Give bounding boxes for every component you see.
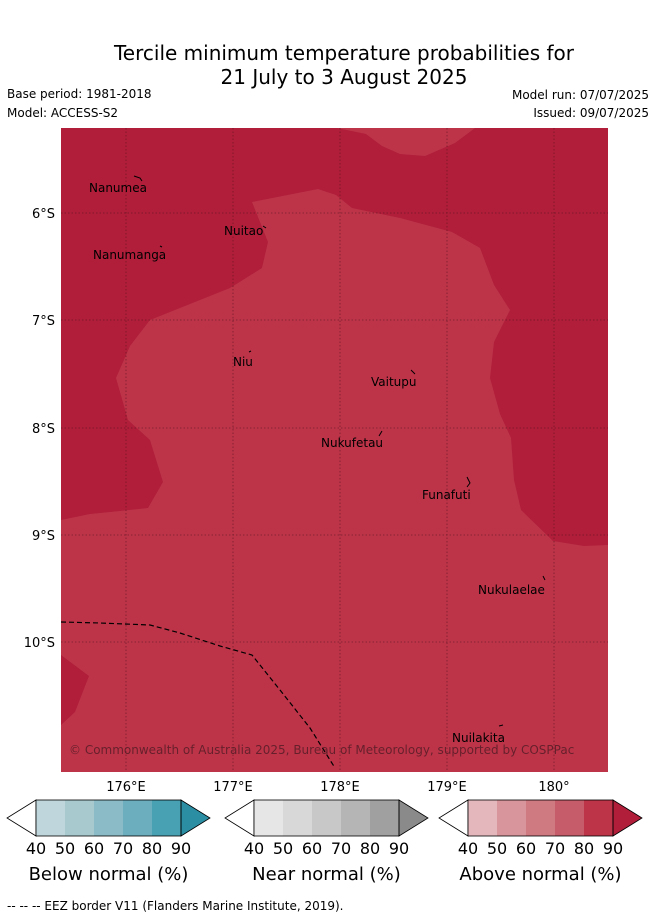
below-normal-tick-label: 70 [113, 839, 133, 858]
eez-footnote: -- -- -- EEZ border V11 (Flanders Marine… [7, 899, 344, 913]
place-label: Nuilakita [452, 731, 505, 745]
model-name: Model: ACCESS-S2 [7, 106, 119, 120]
island-nanumea-shape [133, 175, 143, 182]
lon-label: 178°E [320, 780, 360, 795]
island-vaitupu-shape [410, 369, 416, 375]
below-normal-tick-label: 60 [84, 839, 104, 858]
lat-label: 6°S [32, 207, 55, 222]
above-normal-tick-label: 90 [603, 839, 623, 858]
issued-date: Issued: 09/07/2025 [533, 106, 649, 120]
place-label: Niu [233, 355, 253, 369]
island-funafuti-shape [466, 476, 471, 488]
island-nanumanga-shape [159, 245, 163, 248]
above-normal-colorbar: 40 50 60 70 80 90 Above normal (%) [438, 799, 643, 885]
near-normal-colorbar: 40 50 60 70 80 90 Near normal (%) [224, 799, 429, 885]
below-normal-caption: Below normal (%) [29, 864, 189, 885]
lat-label: 8°S [32, 422, 55, 437]
above-normal-swatch [526, 800, 555, 836]
lon-label: 177°E [213, 780, 253, 795]
eez-border [61, 621, 336, 769]
below-normal-tick-label: 90 [171, 839, 191, 858]
island-nuitao-shape [262, 225, 267, 229]
lat-label: 7°S [32, 314, 55, 329]
place-label: Nukufetau [321, 436, 383, 450]
above-normal-tick-label: 50 [487, 839, 507, 858]
lat-label: 9°S [32, 529, 55, 544]
islands [133, 175, 546, 727]
near-normal-extend-high [398, 799, 429, 837]
above-normal-extend-high [612, 799, 643, 837]
near-normal-extend-low [224, 799, 255, 837]
above-normal-swatch [468, 800, 497, 836]
lon-label: 179°E [427, 780, 467, 795]
below-normal-tick-label: 40 [26, 839, 46, 858]
below-normal-tick-label: 80 [142, 839, 162, 858]
colorbar-legends: 40 50 60 70 80 90 Below normal (%) 40 50 60 70 80 90… [6, 799, 643, 885]
above-normal-extend-low [438, 799, 469, 837]
below-normal-extend-high [180, 799, 211, 837]
place-label: Nanumea [89, 181, 147, 195]
near-normal-tick-label: 50 [273, 839, 293, 858]
below-normal-swatch [36, 800, 65, 836]
island-nukufetau-shape [378, 430, 383, 437]
place-label: Vaitupu [371, 375, 417, 389]
copyright-notice: © Commonwealth of Australia 2025, Bureau… [69, 743, 574, 757]
near-normal-swatch [370, 800, 399, 836]
place-label: Nukulaelae [478, 583, 545, 597]
below-normal-extend-low [6, 799, 37, 837]
near-normal-swatch [312, 800, 341, 836]
near-normal-tick-label: 60 [302, 839, 322, 858]
island-nukulaelae-shape [542, 575, 546, 581]
near-normal-tick-label: 90 [389, 839, 409, 858]
above-normal-outline [467, 799, 614, 837]
below-normal-outline [35, 799, 182, 837]
place-labels: Nanumea Nuitao Nanumanga Niu Vaitupu Nuk… [89, 181, 545, 745]
near-normal-tick-label: 70 [331, 839, 351, 858]
below-normal-swatch [94, 800, 123, 836]
below-normal-tick-label: 50 [55, 839, 75, 858]
near-normal-tick-label: 40 [244, 839, 264, 858]
above-normal-swatch [497, 800, 526, 836]
above-normal-swatch [584, 800, 613, 836]
near-normal-swatch [254, 800, 283, 836]
near-normal-caption: Near normal (%) [252, 864, 401, 885]
place-label: Nanumanga [93, 248, 166, 262]
above-normal-swatch [555, 800, 584, 836]
title-line-1: Tercile minimum temperature probabilitie… [113, 41, 575, 65]
near-normal-tick-label: 80 [360, 839, 380, 858]
above-normal-tick-label: 80 [574, 839, 594, 858]
lon-label: 180° [538, 780, 569, 795]
island-nuilakita-shape [498, 724, 504, 727]
model-run: Model run: 07/07/2025 [511, 88, 649, 102]
map-panel: Nanumea Nuitao Nanumanga Niu Vaitupu Nuk… [61, 128, 608, 772]
lat-label: 10°S [24, 636, 55, 651]
below-normal-swatch [152, 800, 181, 836]
below-normal-swatch [65, 800, 94, 836]
longitude-labels: 176°E 177°E 178°E 179°E 180° [106, 780, 569, 795]
title-line-2: 21 July to 3 August 2025 [220, 65, 468, 89]
base-period: Base period: 1981-2018 [7, 87, 152, 101]
above-normal-caption: Above normal (%) [459, 864, 621, 885]
above-normal-tick-label: 70 [545, 839, 565, 858]
above-normal-70-region [61, 128, 608, 772]
below-normal-colorbar: 40 50 60 70 80 90 Below normal (%) [6, 799, 211, 885]
below-normal-swatch [123, 800, 152, 836]
above-normal-tick-label: 40 [458, 839, 478, 858]
lon-label: 176°E [106, 780, 146, 795]
latitude-labels: 6°S 7°S 8°S 9°S 10°S [24, 207, 55, 651]
above-normal-tick-label: 60 [516, 839, 536, 858]
near-normal-outline [253, 799, 400, 837]
near-normal-swatch [283, 800, 312, 836]
graticule [61, 128, 608, 772]
near-normal-swatch [341, 800, 370, 836]
island-niu-shape [248, 350, 252, 353]
place-label: Nuitao [224, 224, 263, 238]
place-label: Funafuti [422, 488, 471, 502]
